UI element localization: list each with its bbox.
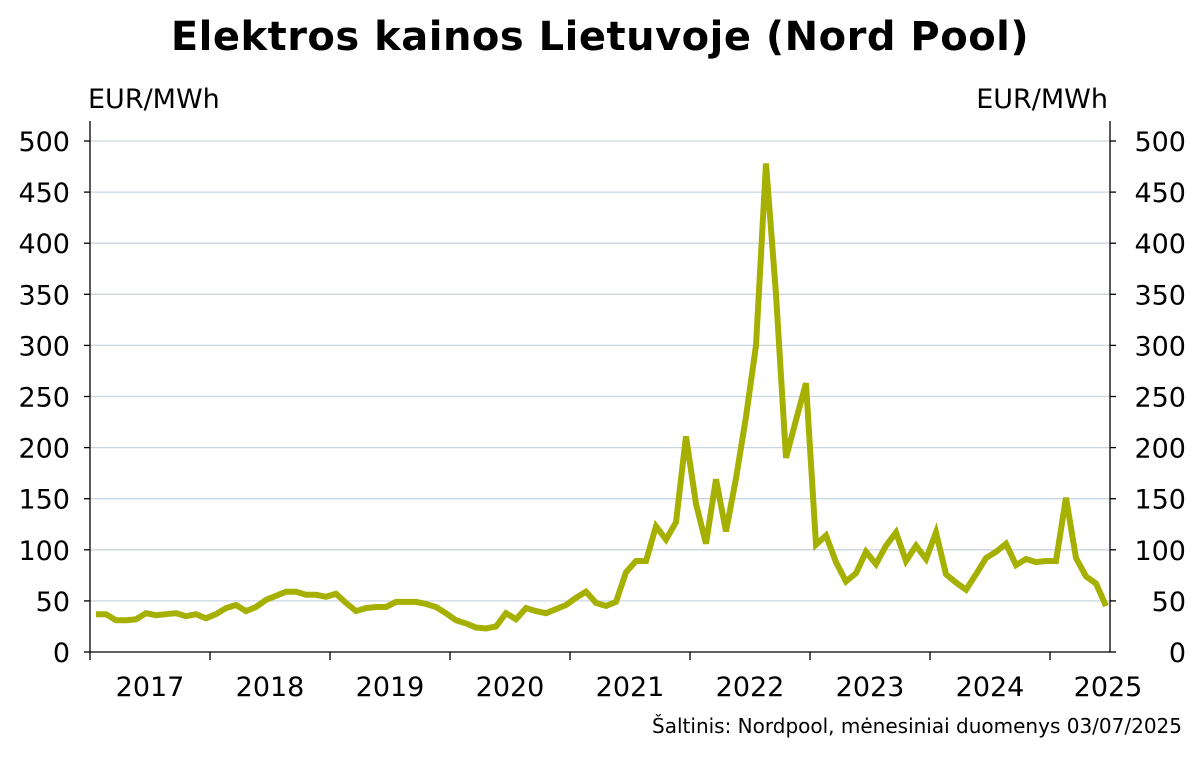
chart-title: Elektros kainos Lietuvoje (Nord Pool) — [170, 14, 1030, 60]
x-tick-label: 2025 — [1074, 672, 1143, 703]
y-tick-label-right: 350 — [1134, 280, 1186, 311]
y-ticks-left: 0 50 100 150 200 250 300 350 400 450 500 — [18, 127, 70, 669]
y-tick-label-right: 50 — [1152, 587, 1186, 618]
y-tick-label-left: 400 — [18, 229, 70, 260]
y-tick-label-right: 400 — [1134, 229, 1186, 260]
y-axis-label-left: EUR/MWh — [88, 84, 220, 115]
y-axis-label-right: EUR/MWh — [976, 84, 1108, 115]
y-tick-label-right: 150 — [1134, 485, 1186, 516]
x-ticks: 2017 2018 2019 2020 2021 2022 2023 2024 2025 — [116, 672, 1143, 703]
x-tick-label: 2024 — [956, 672, 1025, 703]
y-tick-label-left: 200 — [18, 434, 70, 465]
y-tick-label-left: 300 — [18, 331, 70, 362]
y-tick-label-left: 150 — [18, 485, 70, 516]
y-tick-label-left: 500 — [18, 127, 70, 158]
y-tick-label-left: 50 — [36, 587, 70, 618]
y-tick-label-left: 250 — [18, 383, 70, 414]
x-tick-label: 2023 — [836, 672, 905, 703]
x-tick-label: 2020 — [476, 672, 545, 703]
series-layer — [96, 163, 1109, 632]
y-tick-label-right: 200 — [1134, 434, 1186, 465]
y-ticks-right: 0 50 100 150 200 250 300 350 400 450 500 — [1134, 127, 1186, 669]
x-tick-label: 2017 — [116, 672, 185, 703]
x-tick-label: 2021 — [596, 672, 665, 703]
y-tick-label-right: 250 — [1134, 383, 1186, 414]
x-tick-label: 2018 — [236, 672, 305, 703]
y-tick-label-right: 450 — [1134, 178, 1186, 209]
source-note: Šaltinis: Nordpool, mėnesiniai duomenys … — [652, 714, 1182, 738]
axes — [84, 121, 1116, 660]
x-tick-label: 2022 — [716, 672, 785, 703]
y-tick-label-right: 0 — [1169, 638, 1186, 669]
y-tick-label-right: 500 — [1134, 127, 1186, 158]
y-tick-label-right: 300 — [1134, 331, 1186, 362]
y-tick-label-left: 350 — [18, 280, 70, 311]
gridlines — [90, 140, 1110, 602]
y-tick-label-left: 100 — [18, 536, 70, 567]
y-tick-label-left: 0 — [53, 638, 70, 669]
series-line-price — [96, 163, 1109, 632]
y-tick-label-right: 100 — [1134, 536, 1186, 567]
y-tick-label-left: 450 — [18, 178, 70, 209]
x-tick-label: 2019 — [356, 672, 425, 703]
